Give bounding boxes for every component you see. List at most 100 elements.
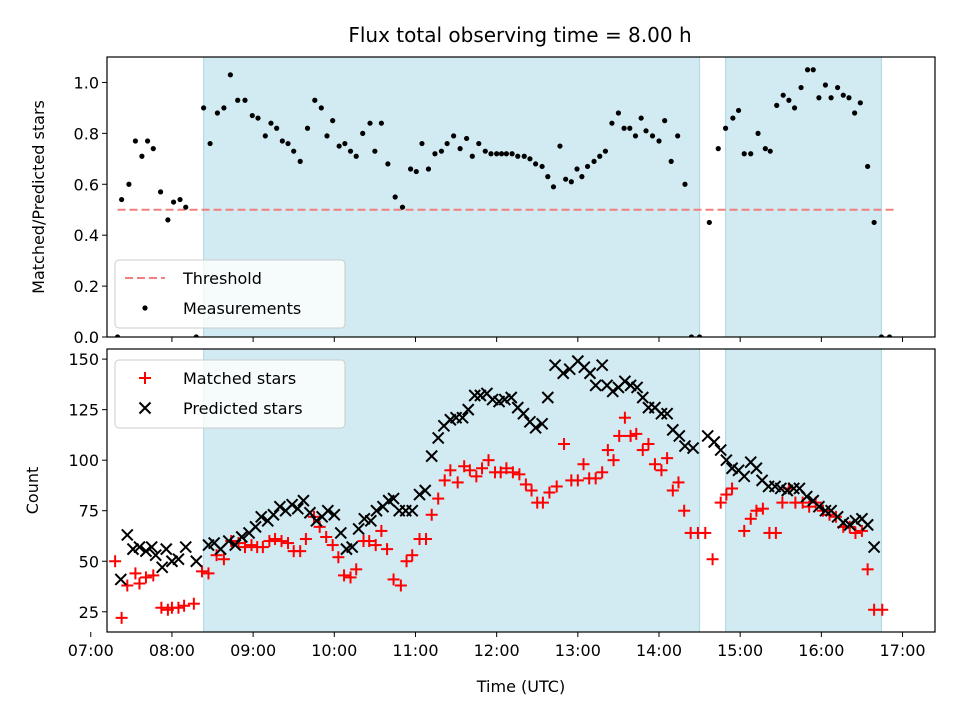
measurement-point [262,133,268,139]
matched-star-point [506,466,519,479]
x-stroke [249,520,262,534]
measurement-point [834,84,841,91]
matched-star-point [245,539,258,552]
x-stroke [114,573,128,586]
measurement-point [539,163,545,170]
legend-marker [139,372,151,384]
matched-star-point [750,504,763,517]
predicted-star-point [172,553,185,566]
x-stroke [548,358,562,372]
x-axis-label: Time (UTC) [476,677,565,696]
measurement-point [114,334,121,337]
x-stroke [673,429,686,443]
x-stroke [138,401,152,415]
x-stroke [517,407,530,420]
x-stroke [714,443,727,457]
x-stroke [686,441,700,455]
x-stroke [867,540,881,554]
matched-star-point [320,530,333,543]
measurement-point [419,140,425,147]
x-tick-label: 15:00 [717,641,763,660]
x-stroke [755,474,769,487]
predicted-star-point [529,421,542,435]
predicted-star-point [114,573,128,586]
measurement-point [886,334,893,337]
measurement-point [378,120,384,126]
count-panel: 25 50 75 100 125 150 07:00 08:00 09:00 10:00 11:00… [23,348,936,696]
matched-star-point [589,472,602,485]
x-stroke [824,504,838,517]
x-tick-label: 07:00 [68,641,114,660]
x-stroke [600,379,614,392]
y-tick-label: 0.0 [74,328,99,347]
matched-star-point [803,500,816,513]
measurement-point [675,133,681,139]
predicted-star-point [720,453,733,467]
measurement-point [846,95,852,101]
measurement-point [385,161,391,167]
predicted-star-point [812,500,826,513]
predicted-star-point [297,494,310,507]
predicted-star-point [328,508,341,521]
matched-star-point [369,539,382,552]
legend-box [114,359,346,429]
matched-star-point [536,496,549,509]
axes-frame [106,348,936,633]
x-stroke [468,389,481,402]
measurement-point [627,125,633,131]
x-stroke [145,540,158,554]
predicted-star-point [714,443,727,457]
matched-star-point [636,444,649,457]
matched-star-point [394,579,407,592]
measurement-point [722,125,729,131]
matched-star-point [350,563,363,576]
legend-marker [138,401,152,415]
matched-star-point [843,520,856,533]
predicted-star-point [750,462,763,475]
x-stroke [624,379,637,392]
measurement-point [568,179,574,185]
measurement-point [193,334,199,337]
measurement-point [798,84,804,91]
x-stroke [812,500,826,513]
legend-marker [142,305,148,311]
measurement-point [227,72,233,78]
y-tick-label: 0.6 [74,175,99,194]
legend: Threshold Measurements [114,259,346,329]
x-stroke [738,470,751,483]
legend-label: Measurements [183,299,301,318]
measurement-point [574,166,580,172]
measurement-point [438,148,445,154]
matched-star-point [115,611,128,624]
measurement-point [347,148,354,154]
y-tick-label: 100 [68,451,99,470]
predicted-star-point [267,508,280,521]
matched-star-point [648,458,661,471]
x-stroke [618,375,632,388]
predicted-star-point [121,528,134,542]
matched-star-point [332,551,345,564]
x-stroke [831,510,844,523]
measurement-point [177,196,183,203]
predicted-star-point [867,540,881,554]
measurement-point [621,125,627,131]
measurement-point [649,133,656,139]
measurement-point [183,204,189,210]
measurement-point [696,334,703,337]
axes-frame [106,56,936,338]
matched-star-point [706,553,719,566]
x-stroke [750,462,763,475]
measurement-point [515,153,521,159]
measurement-point [476,140,482,147]
predicted-star-point [229,538,242,552]
predicted-star-point [517,407,530,420]
x-stroke [541,391,554,404]
measurement-point [285,140,291,147]
y-tick-label: 0.4 [74,226,99,245]
matched-star-point [425,508,438,521]
predicted-star-point [618,375,632,388]
measurement-point [372,148,378,154]
y-tick-label: 150 [68,350,99,369]
predicted-star-point [557,367,570,380]
measurement-point [591,158,597,164]
